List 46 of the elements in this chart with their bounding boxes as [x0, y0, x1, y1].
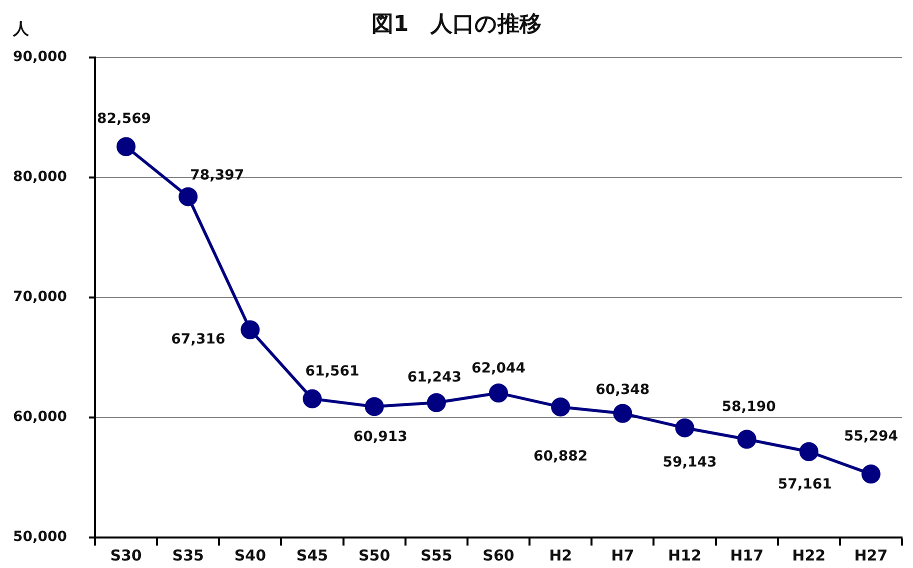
data-label: 60,913 — [353, 429, 408, 446]
y-tick-label: 50,000 — [12, 529, 68, 546]
x-tick-label: S45 — [296, 546, 328, 564]
point — [426, 393, 446, 412]
point — [178, 187, 198, 206]
point — [302, 389, 322, 408]
x-tick-label: S55 — [420, 546, 452, 564]
point — [799, 442, 818, 462]
x-tick-label: S35 — [172, 546, 204, 564]
x-tick-label: H7 — [611, 546, 634, 564]
x-tick-label: H27 — [854, 546, 888, 564]
x-tick-label: S50 — [358, 546, 390, 564]
y-tick-label: 90,000 — [12, 49, 68, 66]
x-tick-label: S40 — [234, 546, 266, 564]
data-label: 58,190 — [722, 398, 776, 415]
data-label: 59,143 — [662, 454, 717, 470]
y-tick-label: 80,000 — [12, 169, 68, 186]
point — [364, 397, 384, 416]
data-label: 62,044 — [471, 360, 526, 377]
point — [551, 397, 570, 416]
point — [675, 418, 694, 438]
point — [861, 464, 880, 484]
point — [489, 384, 508, 403]
x-tick-label: S30 — [110, 546, 142, 564]
y-axis-title: 人 — [12, 19, 30, 38]
x-tick-label: S60 — [482, 546, 514, 564]
y-tick-label: 60,000 — [12, 409, 68, 426]
data-label: 82,569 — [97, 111, 152, 128]
point — [240, 320, 260, 340]
data-label: 55,294 — [844, 428, 898, 445]
x-tick-label: H2 — [549, 546, 572, 564]
data-label: 60,882 — [534, 448, 588, 465]
x-tick-label: H22 — [792, 546, 826, 564]
y-tick-label: 70,000 — [12, 289, 68, 306]
point — [116, 137, 136, 156]
point — [737, 430, 756, 449]
chart-title: 図1 人口の推移 — [371, 12, 542, 37]
data-label: 57,161 — [778, 476, 832, 492]
data-label: 60,348 — [596, 382, 650, 398]
data-label: 67,316 — [171, 331, 226, 348]
x-tick-label: H12 — [668, 546, 702, 564]
x-tick-label: H17 — [730, 546, 764, 564]
data-label: 78,397 — [190, 167, 244, 184]
data-label: 61,561 — [305, 363, 360, 380]
point — [613, 404, 632, 423]
data-label: 61,243 — [407, 369, 462, 386]
